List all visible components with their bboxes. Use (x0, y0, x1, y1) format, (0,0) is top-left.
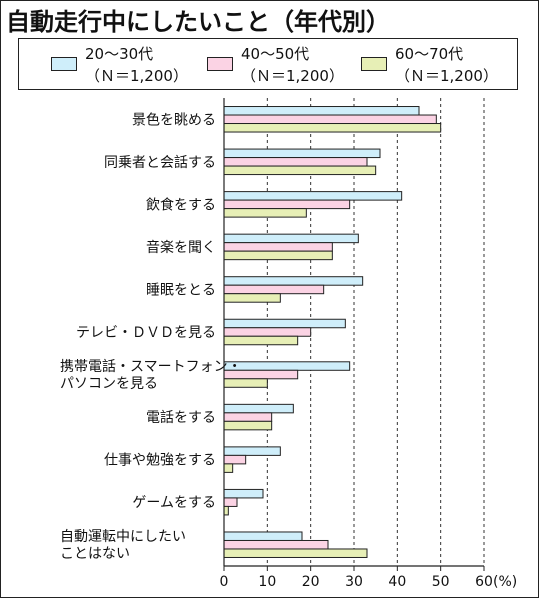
x-tick-label-20: 20 (302, 574, 320, 590)
bar-8-series-1 (223, 454, 247, 465)
bar-5-series-2 (223, 335, 299, 346)
legend-swatch-60-70 (361, 57, 387, 71)
bar-2-series-1 (223, 199, 351, 210)
category-label-1: 同乗者と会話する (104, 154, 216, 171)
bar-0-series-0 (223, 106, 420, 116)
legend-n-40-50: （Ｎ＝1,200） (241, 67, 344, 85)
legend: 20～30代 （Ｎ＝1,200） 40～50代 （Ｎ＝1,200） 60～70代… (18, 38, 518, 90)
bar-9-series-2 (223, 505, 229, 516)
chart-title: 自動走行中にしたいこと（年代別） (6, 8, 390, 36)
x-tick-label-50: 50 (432, 574, 450, 590)
bar-7-series-1 (223, 412, 273, 422)
x-tick-label-40: 40 (388, 574, 406, 590)
category-label-3: 音楽を聞く (146, 239, 216, 256)
bar-0-series-1 (223, 114, 437, 125)
bar-2-series-2 (223, 208, 307, 218)
bar-7-series-2 (223, 420, 273, 431)
bar-3-series-2 (223, 250, 333, 261)
category-label-8: 仕事や勉強をする (104, 453, 216, 469)
category-label-5: テレビ・ＤＶＤを見る (76, 325, 216, 341)
x-axis-unit: (%) (493, 574, 517, 590)
legend-n-60-70: （Ｎ＝1,200） (395, 67, 498, 85)
bar-10-series-2 (223, 548, 368, 558)
bar-3-series-1 (223, 242, 333, 252)
bar-1-series-2 (223, 165, 377, 176)
category-label-7: 電話をする (146, 409, 216, 426)
category-label-6-line-0: 携帯電話・スマートフォン・ (60, 358, 242, 375)
x-tick-label-60: 60 (475, 574, 493, 590)
x-tick-label-10: 10 (258, 574, 276, 590)
bar-3-series-0 (223, 233, 359, 244)
bar-5-series-1 (223, 327, 312, 337)
category-label-6-line-1: パソコンを見る (60, 376, 158, 392)
category-label-2: 飲食をする (146, 196, 216, 213)
bar-0-series-2 (223, 123, 442, 133)
category-label-0: 景色を眺める (132, 111, 216, 128)
bar-8-series-2 (223, 463, 234, 473)
bar-7-series-0 (223, 403, 294, 414)
bar-10-series-1 (223, 539, 329, 550)
legend-n-20-30: （Ｎ＝1,200） (85, 67, 188, 85)
bar-10-series-0 (223, 531, 303, 541)
legend-label-20-30: 20～30代 (85, 45, 154, 63)
legend-swatch-40-50 (207, 57, 233, 71)
category-label-9: ゲームをする (132, 495, 216, 511)
bar-4-series-2 (223, 293, 281, 303)
legend-label-60-70: 60～70代 (395, 45, 464, 63)
x-tick-label-0: 0 (220, 574, 229, 590)
bar-6-series-2 (223, 378, 268, 388)
x-tick-label-30: 30 (345, 574, 363, 590)
bar-4-series-0 (223, 276, 364, 286)
legend-label-40-50: 40～50代 (241, 45, 310, 63)
bar-4-series-1 (223, 284, 325, 295)
bar-5-series-0 (223, 318, 346, 329)
bar-6-series-0 (223, 361, 351, 371)
bar-1-series-1 (223, 157, 368, 167)
bar-8-series-0 (223, 446, 281, 456)
category-label-4: 睡眠をとる (146, 282, 216, 298)
bar-9-series-0 (223, 488, 264, 499)
category-label-10-line-0: 自動運転中にしたい (60, 529, 186, 545)
legend-swatch-20-30 (51, 57, 77, 71)
category-label-10-line-1: ことはない (60, 546, 130, 562)
bar-2-series-0 (223, 191, 403, 201)
bar-1-series-0 (223, 148, 381, 159)
bar-9-series-1 (223, 497, 238, 507)
